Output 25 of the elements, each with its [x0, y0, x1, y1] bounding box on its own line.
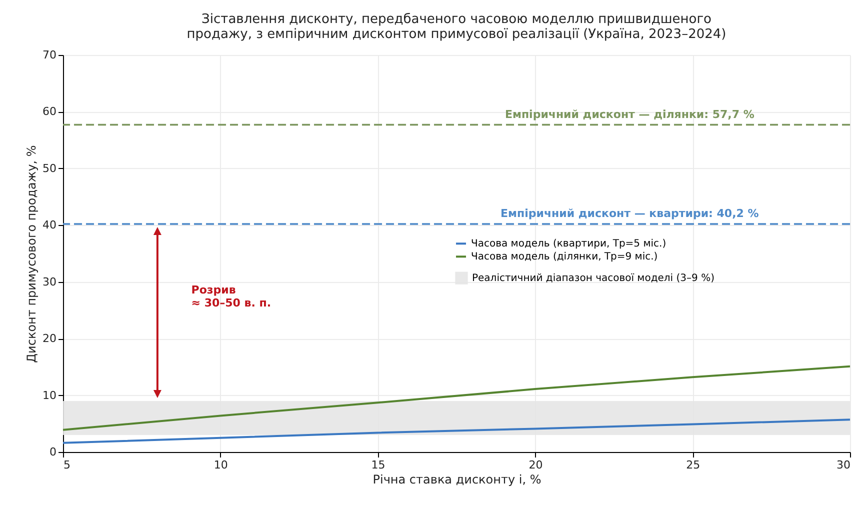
ref-line-label: Емпіричний дисконт — ділянки: 57,7 % [504, 108, 754, 121]
x-tick-label: 5 [64, 458, 70, 472]
legend-label: Часова модель (ділянки, Tp=9 міс.) [471, 252, 658, 263]
annotation: Розрив ≈ 30–50 в. п. [191, 283, 272, 310]
y-tick-label: 50 [42, 162, 56, 175]
x-axis-title: Річна ставка дисконту і, % [372, 472, 542, 486]
legend-label: Реалістичний діапазон часової моделі (3–9 %) [472, 273, 715, 284]
line-series [62, 365, 851, 431]
y-tick-label: 40 [42, 218, 56, 232]
y-tick-label: 20 [42, 332, 56, 346]
legend-label: Часова модель (квартири, Tp=5 міс.) [471, 238, 666, 250]
line-series [62, 418, 851, 444]
x-tick-label: 20 [528, 458, 543, 472]
y-tick-label: 70 [42, 48, 56, 62]
chart-title: Зіставлення дисконту, передбаченого часовою моделлю пришвидшеного продажу, з емпіричним дисконтом примусової реалізації (Україна, 2023–2024) [186, 12, 726, 42]
x-tick-label: 15 [371, 458, 386, 472]
x-tick-label: 25 [686, 458, 700, 472]
x-tick-label: 30 [836, 458, 850, 472]
y-tick-label: 30 [42, 275, 56, 288]
y-tick-label: 0 [50, 446, 56, 458]
y-axis-title: Дисконт примусового продажу, % [24, 145, 39, 363]
ref-line-label: Емпіричний дисконт — квартири: 40,2 % [500, 207, 759, 220]
x-tick-label: 10 [214, 458, 228, 472]
y-tick-label: 60 [42, 105, 56, 118]
y-tick-label: 10 [42, 388, 56, 402]
